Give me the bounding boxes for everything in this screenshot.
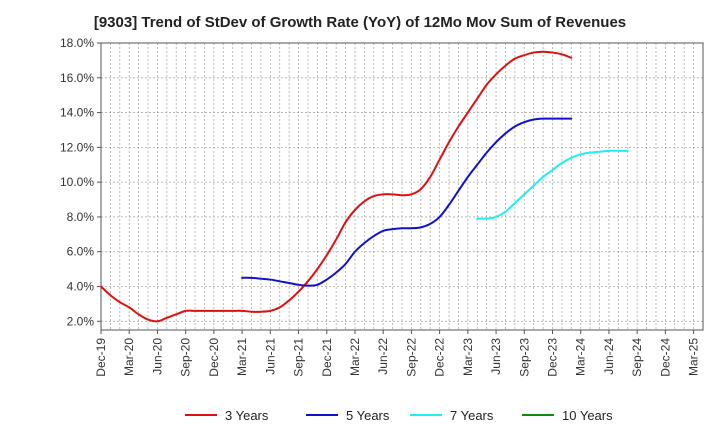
x-tick-label: Jun-20 [150, 338, 164, 375]
legend-label-7-years: 7 Years [450, 408, 494, 423]
x-axis: Dec-19 Mar-20 Jun-20 Sep-20 Dec-20 Mar-21 Jun-… [94, 330, 701, 377]
x-tick-label: Sep-24 [630, 338, 644, 377]
y-tick-label: 16.0% [60, 71, 94, 85]
x-tick-label: Mar-25 [687, 338, 701, 376]
y-tick-label: 4.0% [67, 280, 95, 294]
y-tick-label: 6.0% [67, 245, 95, 259]
x-tick-label: Dec-22 [433, 338, 447, 377]
x-tick-label: Jun-21 [263, 338, 277, 375]
y-tick-label: 14.0% [60, 106, 94, 120]
x-tick-label: Sep-23 [517, 338, 531, 377]
legend-label-3-years: 3 Years [225, 408, 269, 423]
y-tick-label: 8.0% [67, 210, 95, 224]
x-tick-label: Dec-24 [658, 338, 672, 377]
y-tick-label: 2.0% [67, 314, 95, 328]
x-tick-label: Jun-22 [376, 338, 390, 375]
series-line-7-years [476, 149, 629, 220]
x-tick-label: Mar-20 [122, 338, 136, 376]
plot-frame [100, 42, 704, 331]
legend: 3 Years 5 Years 7 Years 10 Years [185, 408, 613, 423]
y-tick-label: 10.0% [60, 175, 94, 189]
y-axis: 2.0% 4.0% 6.0% 8.0% 10.0% 12.0% 14.0% 16.0% 18.0… [60, 36, 101, 328]
series-lines [100, 50, 629, 323]
x-tick-label: Dec-21 [320, 338, 334, 377]
chart-title: [9303] Trend of StDev of Growth Rate (Yo… [93, 14, 627, 31]
x-tick-label: Jun-23 [489, 338, 503, 375]
plot-area [101, 43, 703, 330]
legend-label-10-years: 10 Years [562, 408, 613, 423]
x-tick-label: Mar-24 [574, 338, 588, 376]
x-tick-label: Mar-22 [348, 338, 362, 376]
x-tick-label: Mar-23 [461, 338, 475, 376]
x-tick-label: Sep-21 [292, 338, 306, 377]
legend-label-5-years: 5 Years [346, 408, 390, 423]
series-line-5-years [241, 117, 573, 287]
x-tick-label: Sep-20 [179, 338, 193, 377]
x-tick-label: Dec-19 [94, 338, 108, 377]
x-tick-label: Jun-24 [602, 338, 616, 375]
x-tick-label: Dec-20 [207, 338, 221, 377]
x-tick-label: Dec-23 [546, 338, 560, 377]
x-tick-label: Sep-22 [404, 338, 418, 377]
y-tick-label: 18.0% [60, 36, 94, 50]
y-tick-label: 12.0% [60, 140, 94, 154]
series-line-3-years [100, 50, 573, 323]
x-tick-label: Mar-21 [235, 338, 249, 376]
